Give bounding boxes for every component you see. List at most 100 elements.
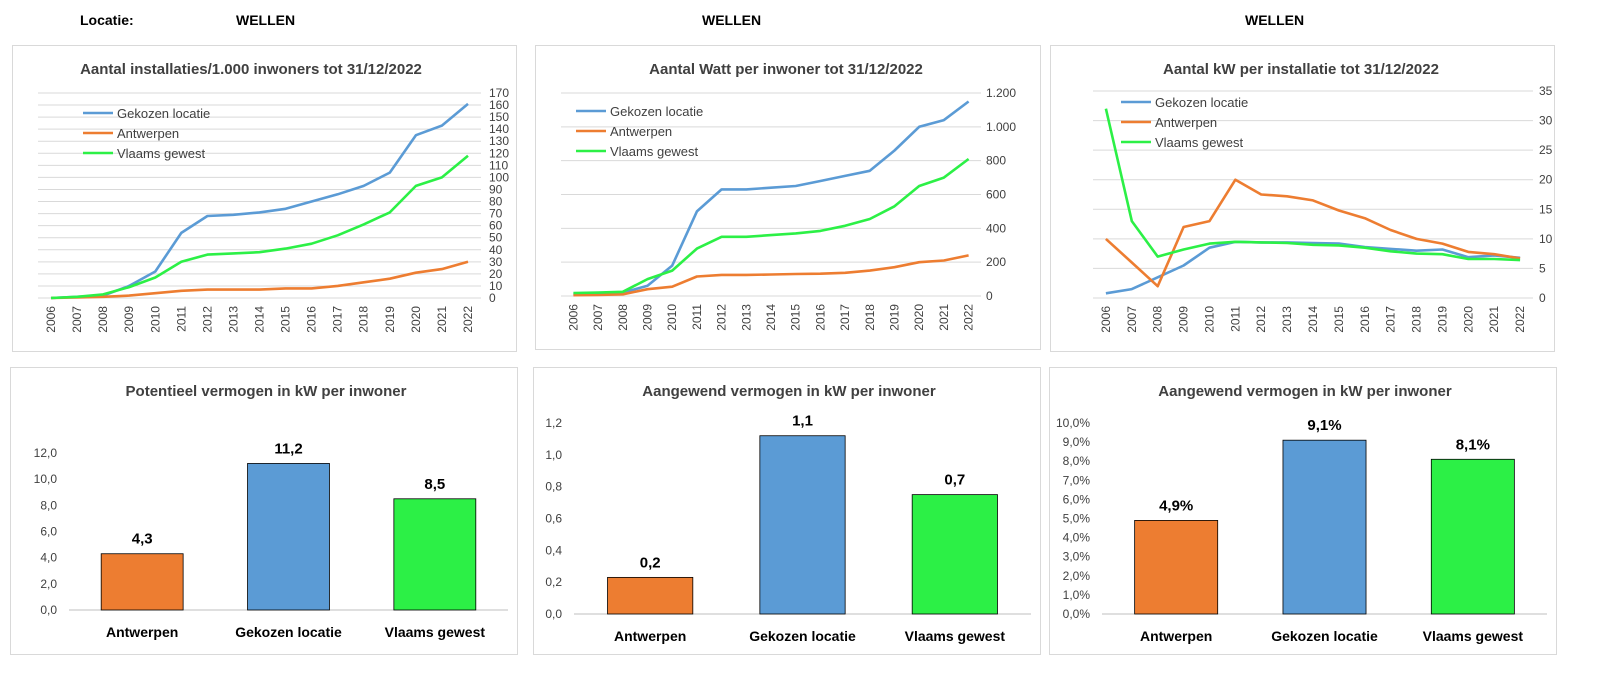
data-label: 1,1 (792, 413, 813, 430)
chart-title: Aangewend vermogen in kW per inwoner (642, 383, 936, 400)
header-title-right: WELLEN (1245, 12, 1305, 28)
x-tick-label: 2006 (44, 306, 58, 333)
chart-installaties: Aantal installaties/1.000 inwoners tot 3… (38, 61, 509, 333)
chart-title: Aangewend vermogen in kW per inwoner (1158, 383, 1452, 400)
y-tick-label: 0,6 (545, 512, 562, 526)
x-tick-label: 2013 (1280, 306, 1294, 333)
y-tick-label: 1,2 (545, 416, 562, 430)
x-tick-label: 2019 (383, 306, 397, 333)
y-tick-label: 30 (489, 255, 503, 269)
legend-label: Vlaams gewest (117, 146, 206, 161)
chart-panel-kw-installatie: Aantal kW per installatie tot 31/12/2022… (1050, 45, 1555, 352)
y-tick-label: 90 (489, 182, 503, 196)
series-line-gekozen-locatie (50, 102, 469, 300)
legend-label: Antwerpen (1155, 115, 1217, 130)
x-tick-label: 2019 (888, 304, 902, 331)
x-tick-label: 2012 (715, 304, 729, 331)
y-tick-label: 25 (1539, 143, 1553, 157)
y-tick-label: 6,0 (40, 525, 57, 539)
x-tick-label: 2020 (912, 304, 926, 331)
y-tick-label: 20 (1539, 173, 1553, 187)
bar-antwerpen (607, 576, 694, 615)
y-tick-label: 170 (489, 86, 509, 100)
y-tick-label: 20 (489, 267, 503, 281)
y-tick-label: 0 (1539, 291, 1546, 305)
location-value: WELLEN (236, 12, 296, 28)
x-tick-label: 2016 (305, 306, 319, 333)
x-tick-label: 2009 (640, 304, 654, 331)
series-line-vlaams-gewest (50, 154, 469, 300)
y-tick-label: 140 (489, 122, 509, 136)
y-tick-label: 10,0% (1056, 416, 1090, 430)
x-tick-label: 2011 (1228, 306, 1242, 332)
chart-aangewend-kw: Aangewend vermogen in kW per inwoner 0,0 0… (545, 383, 1031, 644)
category-label: Antwerpen (614, 628, 686, 644)
x-tick-label: 2020 (409, 306, 423, 333)
x-tick-label: 2015 (1332, 306, 1346, 333)
x-tick-label: 2009 (122, 306, 136, 333)
x-tick-label: 2008 (616, 304, 630, 331)
category-label: Gekozen locatie (749, 628, 856, 644)
y-tick-label: 10 (1539, 232, 1553, 246)
x-tick-label: 2007 (70, 306, 84, 333)
series-line-vlaams-gewest (573, 157, 970, 295)
bar-vlaams-gewest (911, 494, 998, 615)
y-tick-label: 0,0% (1063, 607, 1091, 621)
y-tick-label: 10 (489, 279, 503, 293)
chart-panel-installaties: Aantal installaties/1.000 inwoners tot 3… (12, 45, 517, 352)
x-tick-label: 2006 (566, 304, 580, 331)
x-tick-label: 2012 (200, 306, 214, 333)
y-tick-label: 3,0% (1063, 550, 1091, 564)
x-tick-label: 2014 (764, 304, 778, 331)
y-tick-label: 160 (489, 98, 509, 112)
x-tick-label: 2020 (1461, 306, 1475, 333)
legend-label: Gekozen locatie (610, 104, 703, 119)
category-label: Vlaams gewest (385, 624, 486, 640)
location-label: Locatie: (80, 12, 134, 28)
chart-panel-aangewend-pct: Aangewend vermogen in kW per inwoner 0,0%… (1049, 367, 1557, 655)
bar-vlaams-gewest (1430, 458, 1515, 615)
legend-label: Antwerpen (117, 126, 179, 141)
y-tick-label: 400 (986, 221, 1006, 235)
series-line-gekozen-locatie (1105, 240, 1521, 295)
chart-kw-installatie: Aantal kW per installatie tot 31/12/2022… (1093, 61, 1553, 333)
y-tick-label: 30 (1539, 114, 1553, 128)
x-tick-label: 2018 (1410, 306, 1424, 333)
chart-potentieel: Potentieel vermogen in kW per inwoner 0,0… (34, 383, 508, 640)
legend-label: Gekozen locatie (117, 106, 210, 121)
x-tick-label: 2011 (690, 304, 704, 330)
y-tick-label: 1.200 (986, 86, 1016, 100)
y-tick-label: 200 (986, 255, 1006, 269)
legend-label: Vlaams gewest (1155, 135, 1244, 150)
series-line-antwerpen (50, 260, 469, 300)
series-line-antwerpen (573, 254, 969, 297)
y-tick-label: 10,0 (34, 472, 58, 486)
category-label: Vlaams gewest (905, 628, 1006, 644)
y-tick-label: 4,0% (1063, 531, 1091, 545)
y-tick-label: 35 (1539, 84, 1553, 98)
y-tick-label: 9,0% (1063, 435, 1091, 449)
x-tick-label: 2007 (1125, 306, 1139, 333)
data-label: 9,1% (1307, 417, 1341, 434)
x-tick-label: 2014 (1306, 306, 1320, 333)
x-tick-label: 2013 (226, 306, 240, 333)
x-tick-label: 2011 (174, 306, 188, 332)
y-tick-label: 0 (489, 291, 496, 305)
x-tick-label: 2010 (1202, 306, 1216, 333)
y-tick-label: 8,0% (1063, 454, 1091, 468)
category-label: Gekozen locatie (235, 624, 342, 640)
y-tick-label: 40 (489, 243, 503, 257)
x-tick-label: 2013 (739, 304, 753, 331)
y-tick-label: 2,0 (40, 577, 57, 591)
y-tick-label: 8,0 (40, 498, 57, 512)
data-label: 0,2 (640, 554, 661, 571)
y-tick-label: 800 (986, 154, 1006, 168)
data-label: 0,7 (944, 472, 965, 489)
y-tick-label: 50 (489, 231, 503, 245)
bar-gekozen-locatie (247, 463, 330, 611)
y-tick-label: 0,4 (545, 543, 562, 557)
y-tick-label: 0 (986, 289, 993, 303)
x-tick-label: 2007 (591, 304, 605, 331)
y-tick-label: 0,0 (40, 603, 57, 617)
bar-antwerpen (1134, 520, 1219, 615)
